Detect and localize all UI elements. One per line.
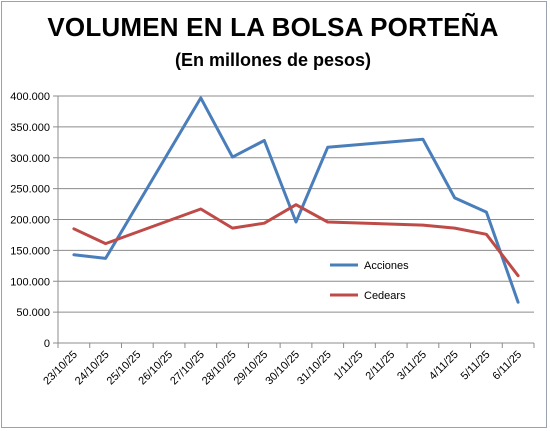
y-tick-label: 200.000 (10, 215, 50, 227)
x-tick-label: 30/10/25 (263, 349, 302, 388)
x-tick-label: 6/11/25 (490, 349, 524, 383)
x-tick-label: 1/11/25 (332, 349, 366, 383)
y-tick-label: 350.000 (10, 122, 50, 134)
y-tick-label: 150.000 (10, 245, 50, 257)
legend-label: Cedears (364, 290, 406, 302)
x-tick-label: 28/10/25 (200, 349, 239, 388)
legend: Acciones Cedears (330, 260, 409, 302)
chart-subtitle: (En millones de pesos) (174, 50, 372, 70)
x-tick-label: 5/11/25 (459, 349, 493, 383)
x-tick-labels: 23/10/2524/10/2525/10/2526/10/2527/10/25… (41, 349, 524, 388)
y-tick-label: 50.000 (16, 307, 50, 319)
x-tick-label: 31/10/25 (295, 349, 334, 388)
axes (53, 95, 535, 348)
x-tick-label: 27/10/25 (168, 349, 207, 388)
y-tick-labels: 0 50.000 100.000 150.000 200.000 250.000 300.0… (10, 91, 50, 350)
chart-title: VOLUMEN EN LA BOLSA PORTEÑA (47, 12, 499, 42)
y-tick-label: 300.000 (10, 153, 50, 165)
x-tick-label: 25/10/25 (105, 349, 144, 388)
y-tick-label: 100.000 (10, 276, 50, 288)
series-line-acciones (72, 96, 520, 304)
x-tick-label: 2/11/25 (363, 349, 397, 383)
x-tick-label: 4/11/25 (427, 349, 461, 383)
series-lines (72, 96, 520, 304)
y-tick-label: 0 (44, 338, 50, 350)
x-tick-label: 26/10/25 (136, 349, 175, 388)
x-tick-label: 3/11/25 (395, 349, 429, 383)
legend-label: Acciones (364, 260, 409, 272)
x-tick-label: 29/10/25 (232, 349, 271, 388)
x-tick-label: 24/10/25 (73, 349, 112, 388)
y-tick-label: 400.000 (10, 91, 50, 103)
x-tick-label: 23/10/25 (41, 349, 80, 388)
series-line-cedears (72, 203, 520, 278)
y-tick-label: 250.000 (10, 184, 50, 196)
